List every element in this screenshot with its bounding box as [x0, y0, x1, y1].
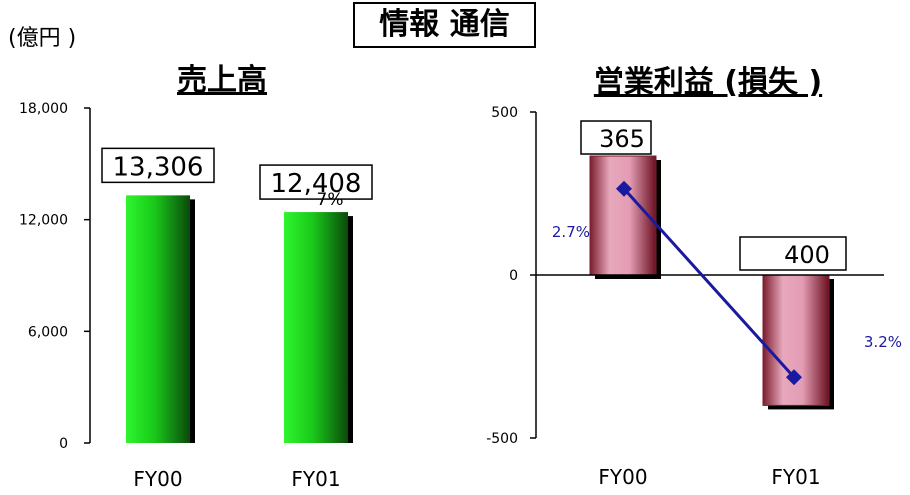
- sales-chart: 売上高 0 6,000 12,000 18,000 FY00 13,306 FY01 12,40…: [19, 63, 373, 491]
- x-tick-label: FY00: [133, 467, 182, 491]
- value-label-box: [101, 147, 215, 184]
- margin-label: 3.2%: [864, 333, 902, 351]
- y-tick-label: -500: [486, 431, 518, 447]
- x-tick-label: FY00: [598, 465, 647, 489]
- chart-title: 営業利益 (損失 ): [594, 65, 822, 100]
- y-tick-label: 0: [509, 268, 518, 284]
- margin-line: [622, 187, 796, 379]
- x-tick-label: FY01: [771, 465, 820, 489]
- value-label: 13,306: [113, 152, 204, 182]
- change-annotation: 7%: [317, 190, 344, 210]
- value-label: 400: [784, 241, 830, 269]
- value-label: 12,408: [271, 169, 362, 199]
- bar-fy00: [126, 195, 190, 443]
- y-tick-label: 18,000: [19, 101, 68, 117]
- value-label: 365: [599, 125, 645, 153]
- x-tick-label: FY01: [291, 467, 340, 491]
- value-label-box: [580, 120, 652, 155]
- chart-title: 売上高: [177, 63, 267, 98]
- unit-label: (億円 ): [8, 26, 77, 51]
- y-tick-label: 0: [59, 436, 68, 452]
- margin-point: [786, 369, 802, 386]
- bar-fy01: [762, 274, 830, 406]
- bar-fy00: [589, 155, 657, 276]
- y-tick-label: 6,000: [28, 324, 68, 340]
- segment-title: 情報 通信: [353, 2, 536, 48]
- margin-point: [616, 180, 632, 197]
- operating-income-chart: 営業利益 (損失 ) -500 0 500 FY00 FY01 365 400 2.7% 3.2%: [486, 65, 902, 489]
- y-tick-label: 500: [491, 105, 518, 121]
- value-label-box: [259, 164, 373, 200]
- margin-label: 2.7%: [552, 223, 590, 241]
- value-label-box: [739, 236, 847, 271]
- y-tick-label: 12,000: [19, 213, 68, 229]
- bar-fy01: [284, 212, 348, 443]
